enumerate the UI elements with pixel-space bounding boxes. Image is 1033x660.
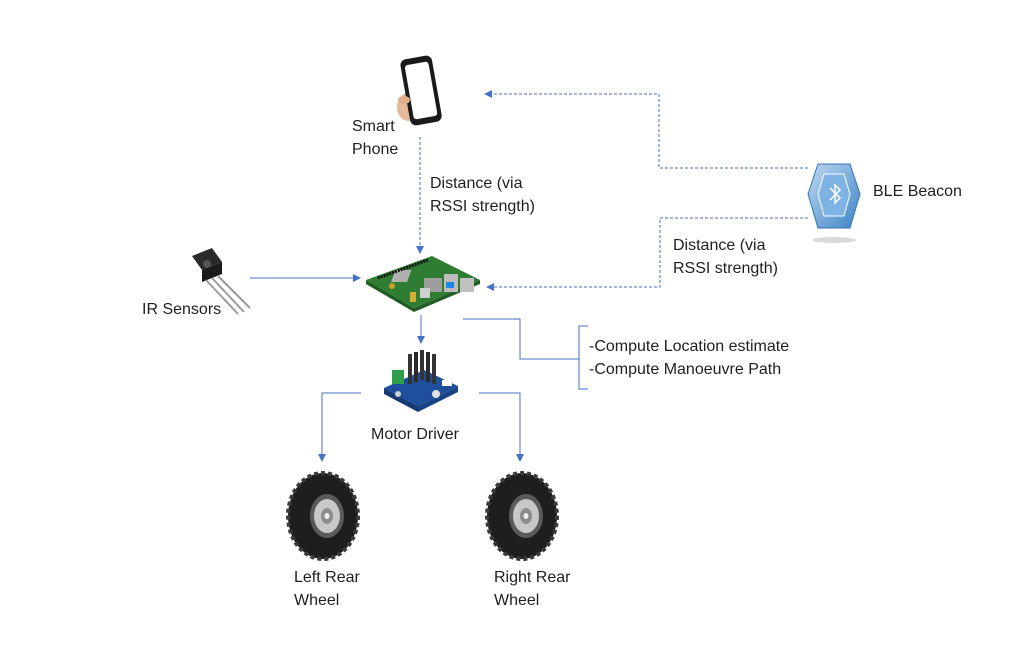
motor-driver-label: Motor Driver	[371, 423, 459, 446]
phone-distance-line-2: RSSI strength)	[430, 195, 535, 218]
beacon-distance-line-1: Distance (via	[673, 234, 778, 257]
edge-driver-to-left-wheel	[322, 393, 361, 461]
left-wheel-label-line-2: Wheel	[294, 589, 360, 612]
right-wheel-label-line-1: Right Rear	[494, 566, 570, 589]
phone-distance-label: Distance (via RSSI strength)	[430, 172, 535, 218]
beacon-distance-label: Distance (via RSSI strength)	[673, 234, 778, 280]
left-wheel-label: Left Rear Wheel	[294, 566, 360, 612]
right-wheel-icon	[485, 471, 559, 561]
compute-note-bracket	[579, 326, 588, 389]
compute-note-line-1: -Compute Location estimate	[589, 335, 789, 358]
raspberry-pi-board-icon	[362, 252, 484, 316]
edge-beacon-to-phone	[485, 94, 808, 168]
phone-distance-line-1: Distance (via	[430, 172, 535, 195]
compute-note-line-2: -Compute Manoeuvre Path	[589, 358, 789, 381]
right-wheel-label: Right Rear Wheel	[494, 566, 570, 612]
edge-board-to-compute-note	[463, 319, 579, 359]
smartphone-label-line-1: Smart	[352, 115, 398, 138]
beacon-distance-line-2: RSSI strength)	[673, 257, 778, 280]
smartphone-label: Smart Phone	[352, 115, 398, 161]
compute-note: -Compute Location estimate -Compute Mano…	[589, 335, 789, 381]
motor-driver-board-icon	[380, 348, 462, 420]
ir-sensors-label: IR Sensors	[142, 298, 221, 321]
smartphone-label-line-2: Phone	[352, 138, 398, 161]
edge-driver-to-right-wheel	[479, 393, 520, 461]
left-wheel-icon	[286, 471, 360, 561]
ble-beacon-label: BLE Beacon	[873, 180, 962, 203]
left-wheel-label-line-1: Left Rear	[294, 566, 360, 589]
ble-beacon-icon	[804, 160, 866, 246]
right-wheel-label-line-2: Wheel	[494, 589, 570, 612]
